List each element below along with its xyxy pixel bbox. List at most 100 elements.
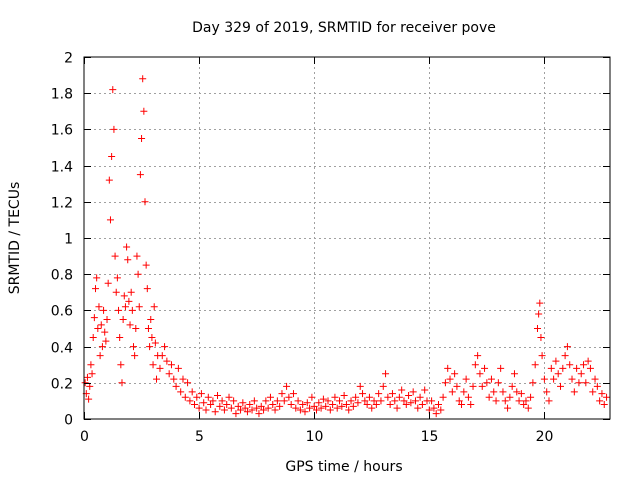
data-point xyxy=(177,388,185,396)
y-tick-label: 0.2 xyxy=(51,377,73,393)
data-point xyxy=(113,274,121,282)
data-point xyxy=(464,393,472,401)
x-tick-label: 10 xyxy=(306,429,324,445)
data-point xyxy=(262,397,270,405)
data-point xyxy=(333,404,341,412)
data-point xyxy=(497,364,505,372)
data-point xyxy=(225,393,233,401)
data-point xyxy=(354,399,362,407)
data-point xyxy=(471,361,479,369)
data-point xyxy=(141,198,149,206)
data-point xyxy=(85,395,93,403)
data-point xyxy=(506,393,514,401)
data-point xyxy=(103,315,111,323)
data-point xyxy=(384,393,392,401)
data-point xyxy=(248,406,256,414)
data-point xyxy=(467,401,475,409)
data-point xyxy=(111,252,119,260)
data-point xyxy=(382,370,390,378)
data-point xyxy=(147,315,155,323)
data-point xyxy=(437,406,445,414)
data-point xyxy=(209,397,217,405)
data-point xyxy=(388,390,396,398)
data-point xyxy=(342,401,350,409)
data-point xyxy=(414,404,422,412)
data-point xyxy=(580,361,588,369)
data-point xyxy=(260,406,268,414)
data-point xyxy=(109,86,117,94)
data-point xyxy=(421,386,429,394)
data-point xyxy=(411,397,419,405)
data-point xyxy=(186,397,194,405)
data-point xyxy=(356,382,364,390)
y-tick-label: 1 xyxy=(64,232,73,248)
data-point xyxy=(163,357,171,365)
data-point xyxy=(92,285,100,293)
data-point xyxy=(105,176,113,184)
data-point xyxy=(193,393,201,401)
data-point xyxy=(138,134,146,142)
data-point xyxy=(476,370,484,378)
data-point xyxy=(271,406,279,414)
data-point xyxy=(190,401,198,409)
data-point xyxy=(120,292,128,300)
data-point xyxy=(577,370,585,378)
data-point xyxy=(310,402,318,410)
data-point xyxy=(393,404,401,412)
data-point xyxy=(106,216,114,224)
y-axis-label: SRMTID / TECUs xyxy=(7,182,23,295)
data-point xyxy=(292,404,300,412)
data-point xyxy=(430,404,438,412)
data-point xyxy=(462,375,470,383)
data-point xyxy=(230,397,238,405)
data-point xyxy=(557,382,565,390)
data-point xyxy=(586,364,594,372)
data-point xyxy=(312,406,320,414)
data-point xyxy=(144,325,152,332)
data-point xyxy=(97,321,105,329)
data-point xyxy=(223,401,231,409)
data-point xyxy=(110,125,118,133)
data-point xyxy=(444,364,452,372)
data-point xyxy=(492,397,500,405)
y-tick-label: 1.4 xyxy=(51,160,73,176)
data-point xyxy=(483,379,491,387)
data-point xyxy=(508,382,516,390)
y-tick-label: 0 xyxy=(64,413,73,429)
data-point xyxy=(253,404,261,412)
data-point xyxy=(481,364,489,372)
data-point xyxy=(197,390,205,398)
data-point xyxy=(303,399,311,407)
data-point xyxy=(435,401,443,409)
data-point xyxy=(319,395,327,403)
data-point xyxy=(100,306,108,314)
data-point xyxy=(124,256,132,264)
data-point xyxy=(207,401,215,409)
data-point xyxy=(83,373,91,381)
data-point xyxy=(499,388,507,396)
data-point xyxy=(368,404,376,412)
data-point xyxy=(517,390,525,398)
data-point xyxy=(582,379,590,387)
data-point xyxy=(322,402,330,410)
data-point xyxy=(237,406,245,414)
data-point xyxy=(536,299,544,307)
axis-ticks: 00.20.40.60.811.21.41.61.820 5 10 15 20 xyxy=(51,51,610,445)
data-point xyxy=(446,375,454,383)
data-point xyxy=(143,285,151,293)
data-point xyxy=(294,397,302,405)
data-point xyxy=(127,288,135,296)
data-point xyxy=(117,361,125,369)
data-point xyxy=(239,399,247,407)
data-point xyxy=(280,397,288,405)
data-point xyxy=(250,397,258,405)
y-tick-label: 0.8 xyxy=(51,268,73,284)
data-point xyxy=(458,401,466,409)
data-point xyxy=(276,402,284,410)
data-point xyxy=(98,343,106,351)
data-point xyxy=(255,410,263,418)
data-point xyxy=(134,270,142,278)
data-point xyxy=(324,397,332,405)
data-point xyxy=(119,315,127,323)
